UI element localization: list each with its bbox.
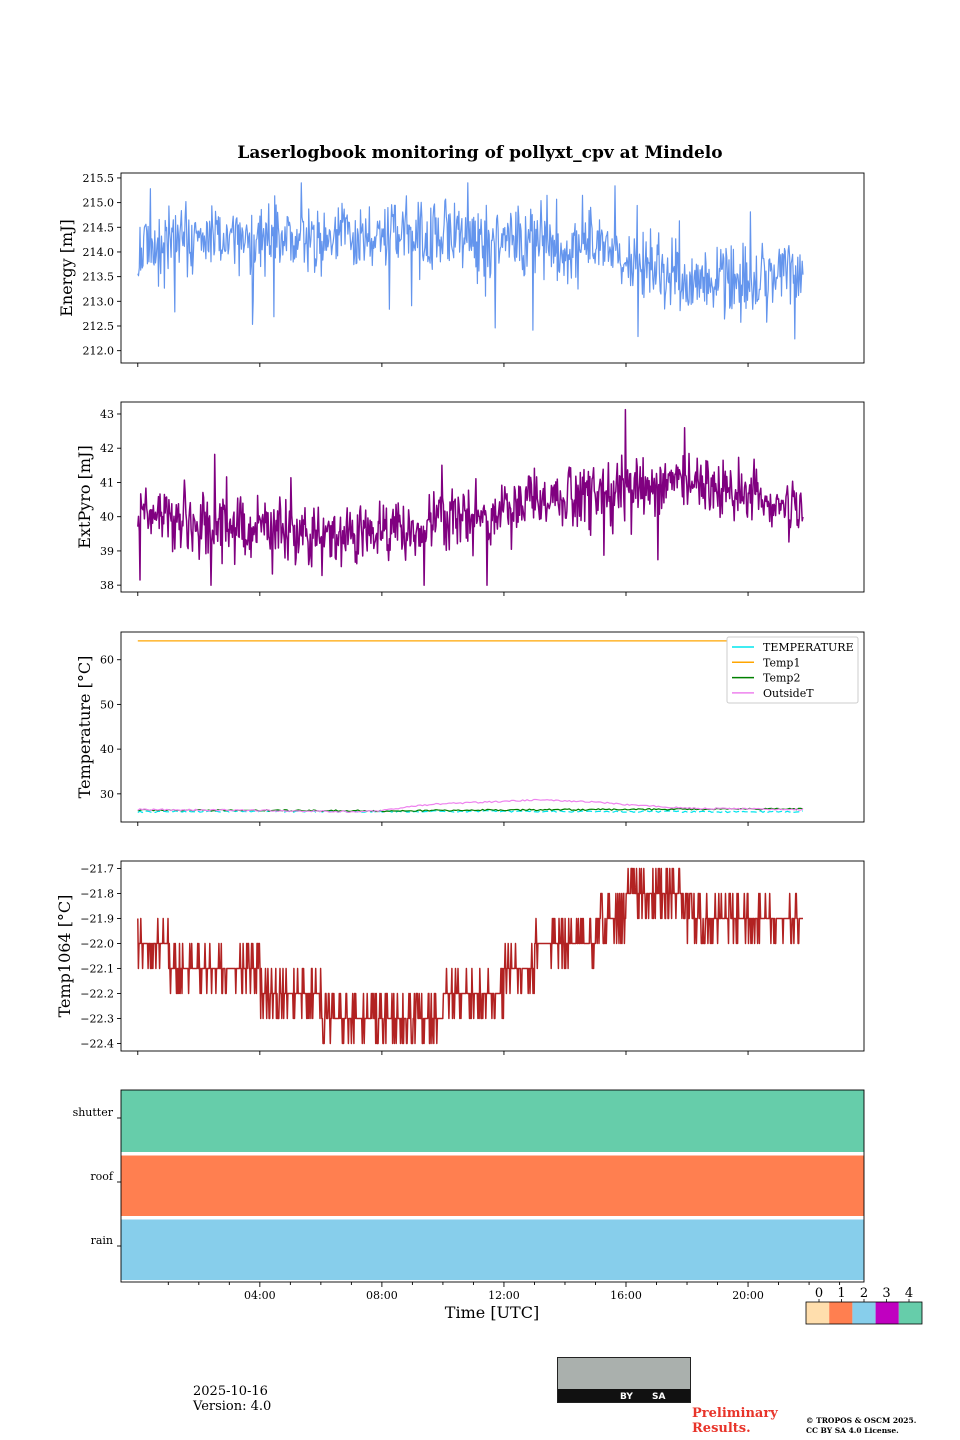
x-tick-label: 20:00 <box>732 1289 764 1302</box>
energy-ytick-label: 215.5 <box>83 172 115 185</box>
temp1064-axes-frame <box>120 860 865 1052</box>
temperature-ytick-label: 30 <box>100 788 114 801</box>
extpyro-ytick-label: 43 <box>100 408 114 421</box>
x-axis-label: Time [UTC] <box>445 1303 539 1322</box>
copyright-line-1: © TROPOS & OSCM 2025. <box>806 1416 917 1425</box>
extpyro-ytick-label: 38 <box>100 579 114 592</box>
temp1064-series-temp1064 <box>137 867 804 1045</box>
energy-ytick-label: 214.5 <box>83 221 115 234</box>
cc-badge-bar <box>558 1389 690 1402</box>
extpyro-ytick-label: 40 <box>100 511 114 524</box>
temp1064-ylabel: Temp1064 [°C] <box>55 895 74 1018</box>
temperature-ytick-label: 60 <box>100 654 114 667</box>
extpyro-axes-frame <box>120 401 865 593</box>
panel-status: shutter roof rain 04:00 08:00 12:00 16:00 20:00 <box>73 1089 865 1302</box>
x-tick-label: 12:00 <box>488 1289 520 1302</box>
energy-ytick-label: 212.0 <box>83 345 115 358</box>
temp1064-plot-area <box>137 867 804 1045</box>
colorbar-swatch-1 <box>829 1302 853 1324</box>
energy-series-energy <box>137 182 804 340</box>
temperature-plot-area <box>137 640 804 814</box>
energy-ytick-label: 212.5 <box>83 320 115 333</box>
colorbar-swatch-4 <box>898 1302 922 1324</box>
temperature-ytick-label: 50 <box>100 698 114 711</box>
energy-plot-area <box>137 182 804 340</box>
colorbar-swatch-0 <box>806 1302 830 1324</box>
energy-ytick-label: 213.5 <box>83 271 115 284</box>
extpyro-ytick-label: 42 <box>100 442 114 455</box>
colorbar-swatch-2 <box>852 1302 876 1324</box>
energy-ytick-label: 214.0 <box>83 246 115 259</box>
cc-license-badge: BY SA <box>557 1357 691 1403</box>
status-axes-frame <box>120 1089 865 1283</box>
extpyro-ytick-label: 39 <box>100 545 114 558</box>
temp1064-ytick-label: −22.0 <box>80 938 114 951</box>
copyright-note: © TROPOS & OSCM 2025. CC BY SA 4.0 Licen… <box>806 1416 956 1436</box>
colorbar-tick-label: 2 <box>860 1286 868 1301</box>
legend-label-temperature: TEMPERATURE <box>763 641 854 654</box>
status-label-roof: roof <box>90 1170 114 1183</box>
temperature-ylabel: Temperature [°C] <box>75 656 94 799</box>
panel-extpyro: 43 42 41 40 39 38 ExtPyro [mJ] <box>75 401 865 596</box>
temperature-ytick-label: 40 <box>100 743 114 756</box>
panel-energy: 215.5 215.0 214.5 214.0 213.5 213.0 212.5 212.0… <box>57 172 865 367</box>
temperature-axes-frame <box>120 631 865 823</box>
footer-info: 2025-10-16 Version: 4.0 <box>193 1384 271 1414</box>
cc-sa-label: SA <box>652 1392 666 1402</box>
x-tick-label: 16:00 <box>610 1289 642 1302</box>
energy-ytick-label: 215.0 <box>83 197 115 210</box>
status-row-shutter <box>121 1090 864 1153</box>
figure-title: Laserlogbook monitoring of pollyxt_cpv a… <box>237 143 722 163</box>
energy-ytick-label: 213.0 <box>83 295 115 308</box>
panel-temperature: 60 50 40 30 Temperature [°C] TEMPERATURE Temp1… <box>75 631 865 826</box>
energy-axes-frame <box>120 172 865 364</box>
extpyro-ylabel: ExtPyro [mJ] <box>75 445 94 548</box>
legend-frame <box>726 636 859 704</box>
status-label-rain: rain <box>91 1234 113 1247</box>
extpyro-series-extpyro <box>137 408 804 586</box>
legend-label-temp1: Temp1 <box>763 656 800 669</box>
x-tick-label: 08:00 <box>366 1289 398 1302</box>
colorbar-tick-label: 4 <box>905 1286 913 1301</box>
footer-version: Version: 4.0 <box>193 1399 272 1414</box>
x-tick-label: 04:00 <box>244 1289 276 1302</box>
colorbar-tick-label: 3 <box>882 1286 890 1301</box>
temp1064-ytick-label: −22.3 <box>80 1013 114 1026</box>
temperature-series-temperature <box>137 809 804 814</box>
status-row-roof <box>121 1155 864 1217</box>
temperature-legend: TEMPERATURE Temp1 Temp2 OutsideT <box>726 636 859 704</box>
temperature-series-outsidet <box>137 798 804 814</box>
extpyro-ytick-label: 41 <box>100 476 114 489</box>
temp1064-ytick-label: −22.1 <box>80 963 114 976</box>
legend-label-outsidet: OutsideT <box>763 687 814 700</box>
temp1064-ytick-label: −21.8 <box>80 888 114 901</box>
cc-by-label: BY <box>620 1392 633 1402</box>
preliminary-results-note: Preliminary Results. <box>692 1406 778 1436</box>
temp1064-ytick-label: −21.7 <box>80 863 114 876</box>
copyright-line-2: CC BY SA 4.0 License. <box>806 1426 899 1435</box>
colorbar-swatch-3 <box>875 1302 899 1324</box>
status-row-rain <box>121 1219 864 1281</box>
temp1064-ytick-label: −22.4 <box>80 1038 114 1051</box>
legend-label-temp2: Temp2 <box>763 672 800 685</box>
panel-temp1064: −21.7 −21.8 −21.9 −22.0 −22.1 −22.2 −22.3 −22.4… <box>55 860 865 1055</box>
status-label-shutter: shutter <box>73 1106 114 1119</box>
footer-date: 2025-10-16 <box>193 1384 268 1399</box>
temp1064-ytick-label: −21.9 <box>80 913 114 926</box>
colorbar-tick-label: 1 <box>837 1286 845 1301</box>
colorbar-tick-label: 0 <box>815 1286 823 1301</box>
temp1064-ytick-label: −22.2 <box>80 988 114 1001</box>
extpyro-plot-area <box>137 408 804 586</box>
energy-ylabel: Energy [mJ] <box>57 219 76 317</box>
